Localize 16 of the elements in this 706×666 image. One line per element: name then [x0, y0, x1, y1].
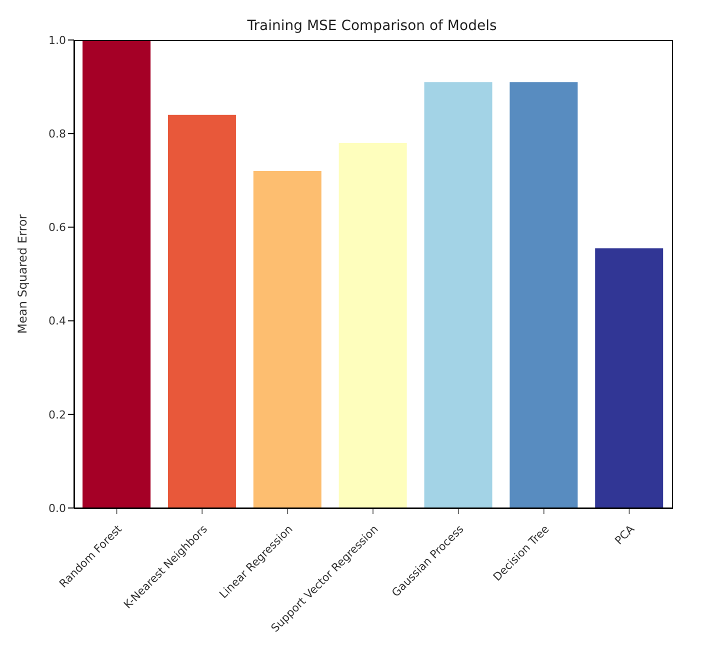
bar [168, 114, 236, 508]
chart-title: Training MSE Comparison of Models [246, 18, 498, 34]
y-tick-label: 0.8 [48, 128, 66, 141]
bar [82, 40, 151, 508]
y-tick-label: 0.0 [48, 502, 66, 515]
bar [253, 171, 322, 508]
bar [424, 82, 492, 508]
y-axis-title: Mean Squared Error [15, 214, 30, 334]
bar [510, 82, 578, 508]
x-tick-label: PCA [612, 522, 638, 548]
y-tick-label: 0.2 [48, 408, 66, 422]
bar [595, 248, 664, 508]
y-tick-label: 1.0 [48, 34, 66, 47]
y-tick-label: 0.4 [48, 314, 66, 328]
bar [338, 142, 407, 508]
y-tick-label: 0.6 [48, 221, 66, 234]
